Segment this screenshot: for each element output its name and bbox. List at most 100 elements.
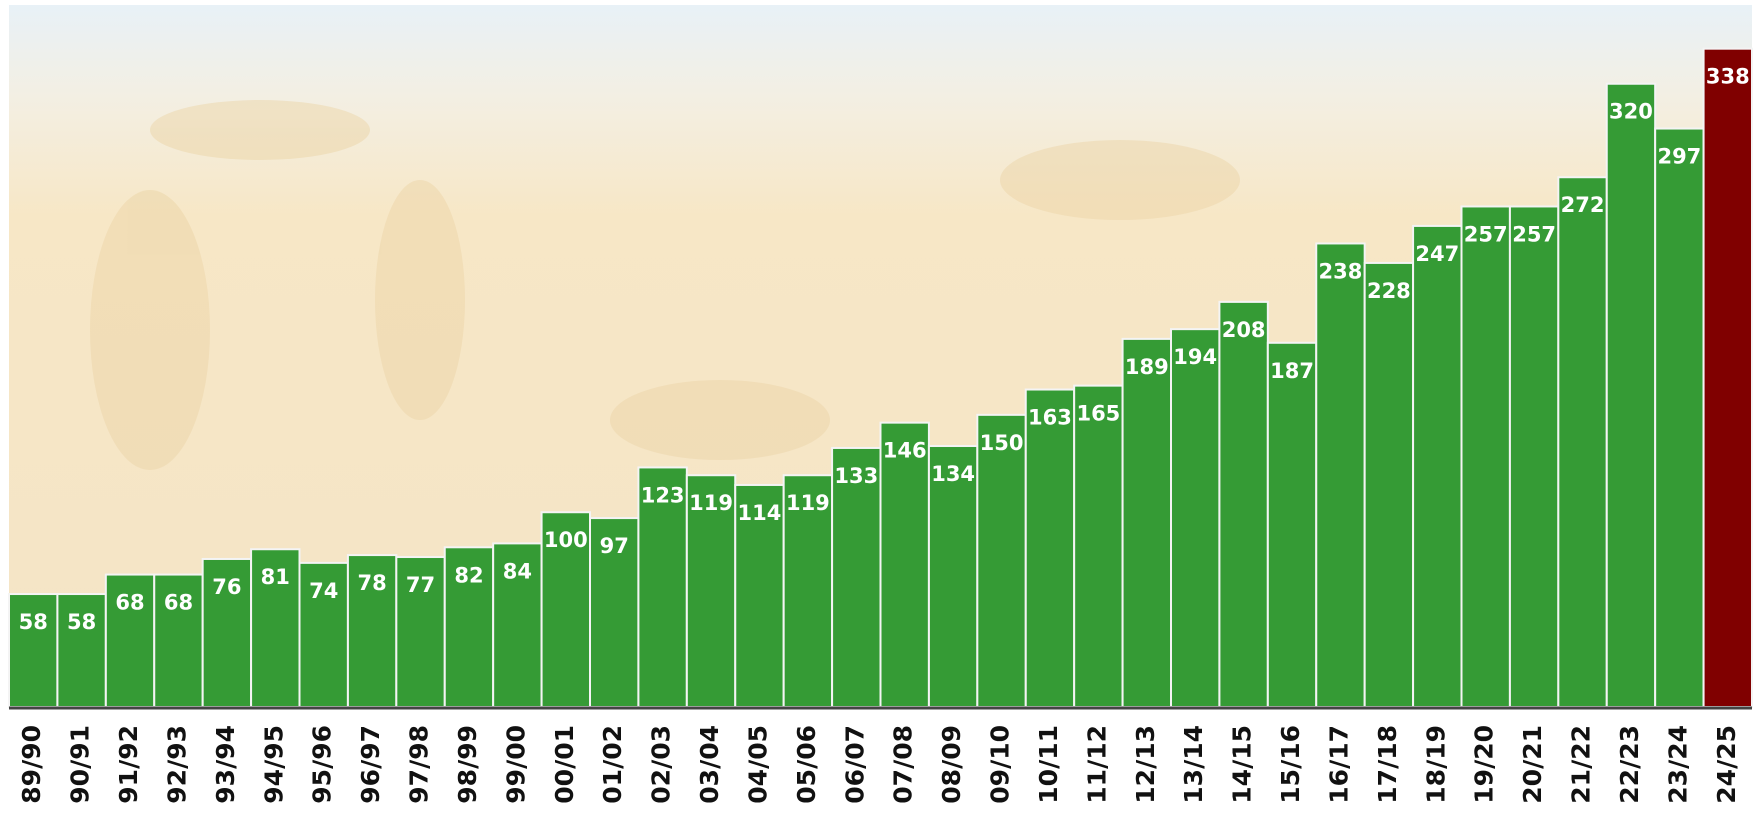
x-tick-label: 91/92 [114, 725, 143, 804]
x-tick-label: 10/11 [1034, 725, 1063, 804]
bar [1363, 261, 1415, 708]
value-label: 257 [1464, 222, 1508, 246]
x-tick-label: 00/01 [550, 725, 579, 804]
bar [685, 474, 737, 708]
x-tick-label: 06/07 [840, 725, 869, 804]
bar [540, 511, 591, 708]
x-tick-label: 01/02 [598, 725, 627, 804]
value-label: 208 [1222, 318, 1266, 342]
value-label: 84 [503, 559, 532, 583]
bar [1121, 337, 1173, 708]
value-label: 68 [164, 591, 193, 615]
x-tick-label: 15/16 [1276, 725, 1305, 804]
value-label: 58 [67, 610, 96, 634]
bar [1702, 47, 1754, 708]
bar [976, 413, 1027, 708]
bar [1073, 384, 1124, 708]
value-label: 58 [19, 610, 48, 634]
x-tick-label: 12/13 [1131, 725, 1160, 804]
value-label: 146 [883, 439, 927, 463]
x-tick-label: 92/93 [162, 725, 191, 804]
value-label: 189 [1125, 355, 1169, 379]
x-tick-label: 95/96 [308, 725, 337, 804]
x-tick-label: 03/04 [695, 725, 724, 804]
bar [1024, 388, 1076, 708]
bar [1315, 242, 1366, 708]
x-tick-label: 96/97 [356, 725, 385, 804]
value-label: 68 [115, 591, 144, 615]
value-label: 194 [1173, 345, 1217, 369]
value-label: 165 [1076, 402, 1120, 426]
bar [734, 483, 785, 708]
x-tick-label: 94/95 [259, 725, 288, 804]
bar [1218, 300, 1269, 708]
value-label: 297 [1657, 145, 1701, 169]
value-label: 133 [834, 464, 878, 488]
x-tick-label: 02/03 [647, 725, 676, 804]
value-label: 238 [1319, 259, 1363, 283]
bar [1508, 205, 1560, 709]
x-tick-label: 98/99 [453, 725, 482, 804]
x-tick-label: 14/15 [1228, 725, 1257, 804]
x-tick-label: 08/09 [937, 725, 966, 804]
bar [201, 557, 253, 708]
x-tick-label: 24/25 [1712, 725, 1741, 804]
value-label: 272 [1561, 193, 1605, 217]
value-label: 228 [1367, 279, 1411, 303]
x-tick-label: 99/00 [501, 725, 530, 804]
bar [1605, 82, 1657, 708]
decoration [90, 100, 1240, 470]
value-label: 134 [931, 462, 975, 486]
bar [153, 573, 204, 708]
x-tick-label: 20/21 [1518, 725, 1547, 804]
value-label: 320 [1609, 100, 1653, 124]
bar [1460, 205, 1511, 709]
x-tick-label: 22/23 [1615, 725, 1644, 804]
value-label: 78 [358, 571, 387, 595]
bar [8, 593, 59, 709]
x-tick-label: 04/05 [743, 725, 772, 804]
bar [1654, 127, 1705, 708]
x-tick-label: 93/94 [211, 725, 240, 804]
x-tick-label: 11/12 [1082, 725, 1111, 804]
value-label: 77 [406, 573, 435, 597]
x-tick-label: 07/08 [889, 725, 918, 804]
value-label: 163 [1028, 406, 1072, 430]
value-label: 119 [786, 491, 830, 515]
bar [1266, 341, 1318, 708]
value-label: 76 [212, 575, 241, 599]
x-tick-label: 90/91 [66, 725, 95, 804]
x-tick-label: 18/19 [1421, 725, 1450, 804]
x-tick-label: 21/22 [1567, 725, 1596, 804]
value-label: 257 [1512, 222, 1556, 246]
value-label: 187 [1270, 359, 1314, 383]
value-label: 338 [1706, 65, 1750, 89]
bar [1412, 224, 1463, 708]
value-label: 150 [980, 431, 1024, 455]
value-label: 100 [544, 528, 588, 552]
value-label: 247 [1415, 242, 1459, 266]
x-tick-label: 13/14 [1179, 725, 1208, 804]
value-label: 114 [738, 501, 782, 525]
value-label: 74 [309, 579, 338, 603]
x-tick-label: 19/20 [1470, 725, 1499, 804]
bar [443, 546, 495, 708]
value-label: 119 [689, 491, 733, 515]
value-label: 81 [261, 565, 290, 589]
bar [831, 446, 882, 708]
x-tick-label: 09/10 [986, 725, 1015, 804]
value-label: 82 [454, 563, 483, 587]
x-tick-label: 89/90 [17, 725, 46, 804]
value-label: 97 [600, 534, 629, 558]
bar [589, 517, 640, 709]
x-tick-label: 23/24 [1663, 725, 1692, 804]
x-tick-label: 16/17 [1324, 725, 1353, 804]
x-tick-label: 97/98 [405, 725, 434, 804]
value-label: 123 [641, 483, 685, 507]
x-tick-label: 17/18 [1373, 725, 1402, 804]
bar [1170, 328, 1221, 708]
x-tick-label: 05/06 [792, 725, 821, 804]
bar [1557, 176, 1608, 708]
bar [879, 421, 930, 708]
